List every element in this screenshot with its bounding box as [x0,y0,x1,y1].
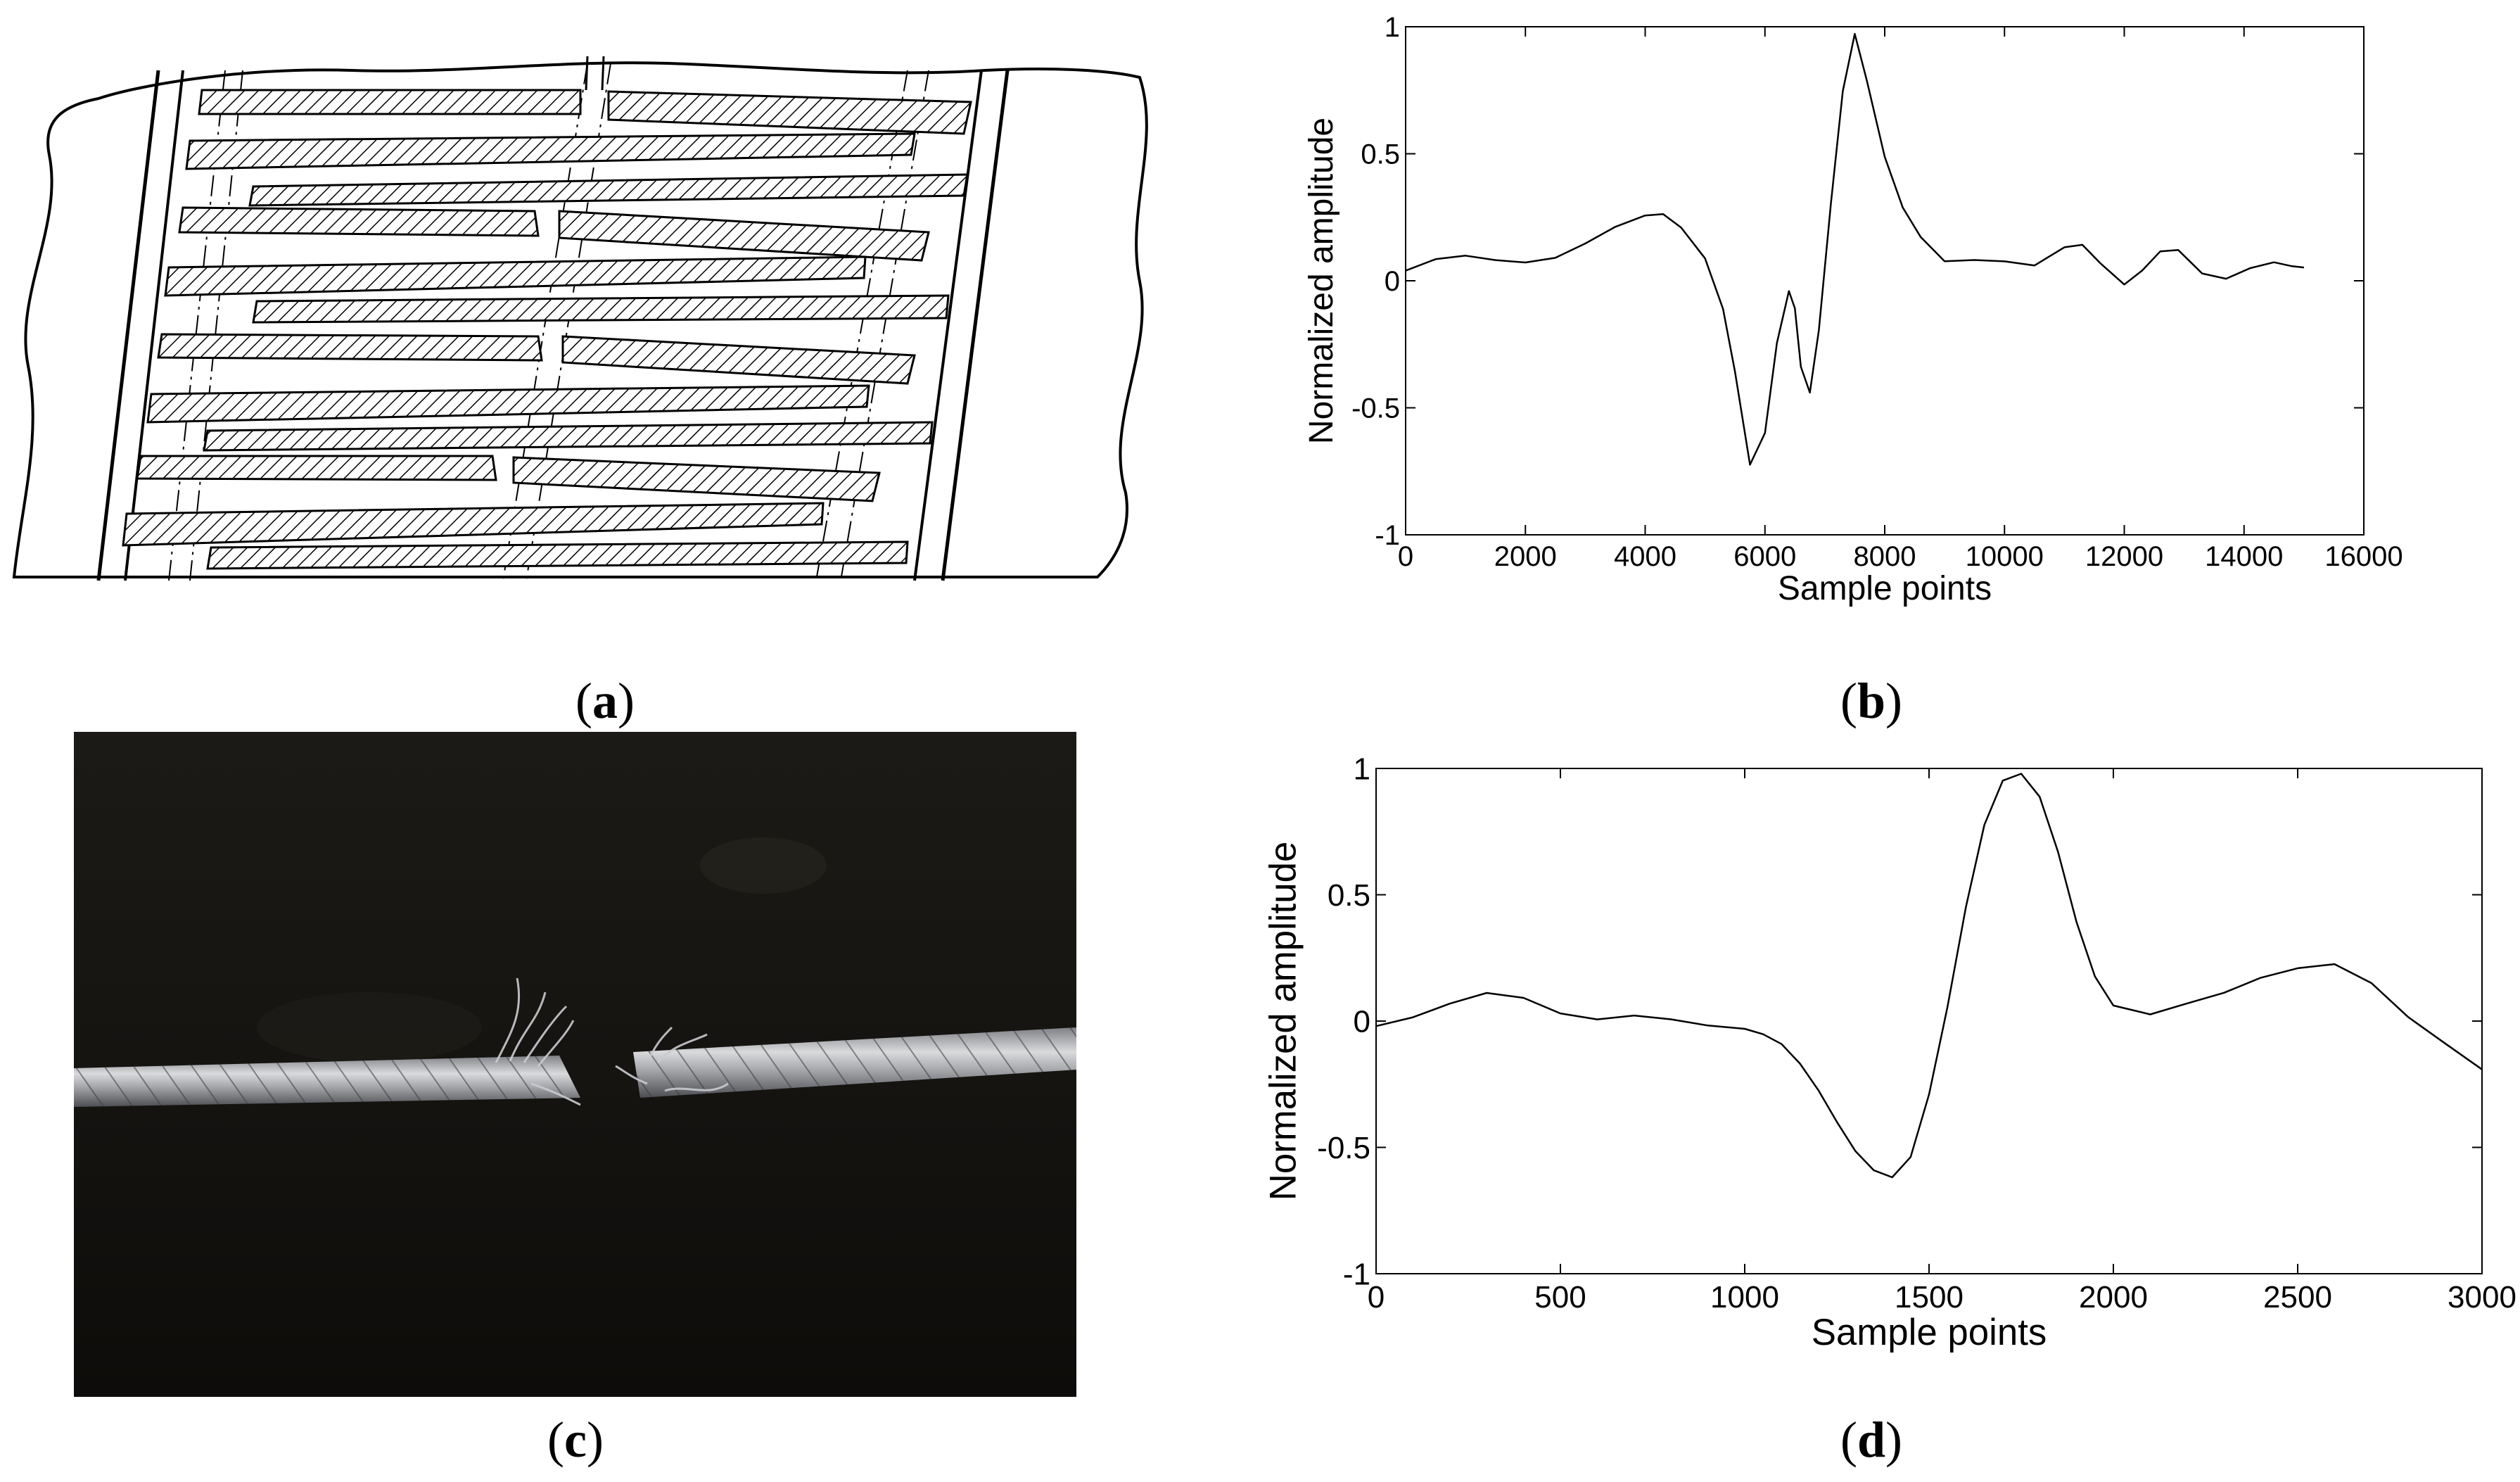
x-tick-label: 0 [1368,1280,1385,1315]
y-tick-label: -0.5 [1317,1131,1370,1165]
x-tick-label: 4000 [1614,541,1676,572]
x-tick-label: 10000 [1966,541,2044,572]
series-line [1375,773,2483,1179]
rope-right [633,1027,1076,1098]
y-tick-label: 1 [1354,752,1370,786]
panel-c-photo [74,732,1076,1397]
x-tick-label: 12000 [2085,541,2163,572]
rope-schematic-drawing [12,56,1148,581]
x-tick-label: 500 [1534,1280,1586,1315]
left-boundary-line-1 [96,70,160,581]
plot-frame [1375,768,2483,1274]
x-tick-label: 8000 [1854,541,1916,572]
left-boundary-line-2 [124,70,184,581]
y-tick-label: 0 [1385,266,1400,297]
y-tick-label: -1 [1343,1257,1370,1291]
x-tick-label: 2500 [2263,1280,2332,1315]
x-tick-label: 1500 [1895,1280,1964,1315]
y-axis-label: Normalized amplitude [1303,118,1340,444]
y-tick-label: 0.5 [1361,139,1400,170]
x-tick-label: 3000 [2448,1280,2516,1315]
y-tick-label: -0.5 [1351,393,1400,424]
series-line [1405,32,2305,466]
y-axis-label: Normalized amplitude [1263,842,1304,1201]
broken-wire-rope-photo [74,732,1076,1397]
right-boundary-line-2 [941,70,1010,581]
y-tick-label: -1 [1375,520,1400,551]
x-axis-label: Sample points [1778,570,1992,607]
plot-frame [1405,26,2365,536]
y-tick-label: 0 [1354,1004,1370,1039]
x-tick-label: 14000 [2205,541,2283,572]
y-tick-label: 1 [1385,12,1400,43]
caption-a: (a) [575,673,635,729]
right-boundary-line-1 [913,70,983,581]
rope-left [74,1056,580,1107]
x-tick-label: 6000 [1733,541,1796,572]
x-tick-label: 0 [1398,541,1413,572]
x-tick-label: 2000 [1494,541,1557,572]
panel-b-chart: 0 2000 4000 6000 8000 10000 12000 14000 16000 -1 -… [1266,0,2519,647]
x-tick-label: 16000 [2324,541,2403,572]
x-tick-label: 2000 [2079,1280,2148,1315]
y-tick-label: 0.5 [1328,878,1370,913]
caption-d: (d) [1840,1412,1902,1468]
x-tick-label: 1000 [1710,1280,1779,1315]
caption-c: (c) [547,1412,604,1468]
panel-d-chart: 0 500 1000 1500 2000 2500 3000 -1 -0.5 0 0.5 1 Sampl… [1238,739,2519,1393]
panel-a-schematic [0,0,1210,633]
caption-b: (b) [1840,673,1902,729]
x-axis-label: Sample points [1812,1312,2047,1353]
chart-d-svg: 0 500 1000 1500 2000 2500 3000 -1 -0.5 0 0.5 1 Sampl… [1263,752,2516,1353]
outline-wavy-border [12,61,1148,578]
chart-b-svg: 0 2000 4000 6000 8000 10000 12000 14000 16000 -1 -… [1303,12,2403,607]
